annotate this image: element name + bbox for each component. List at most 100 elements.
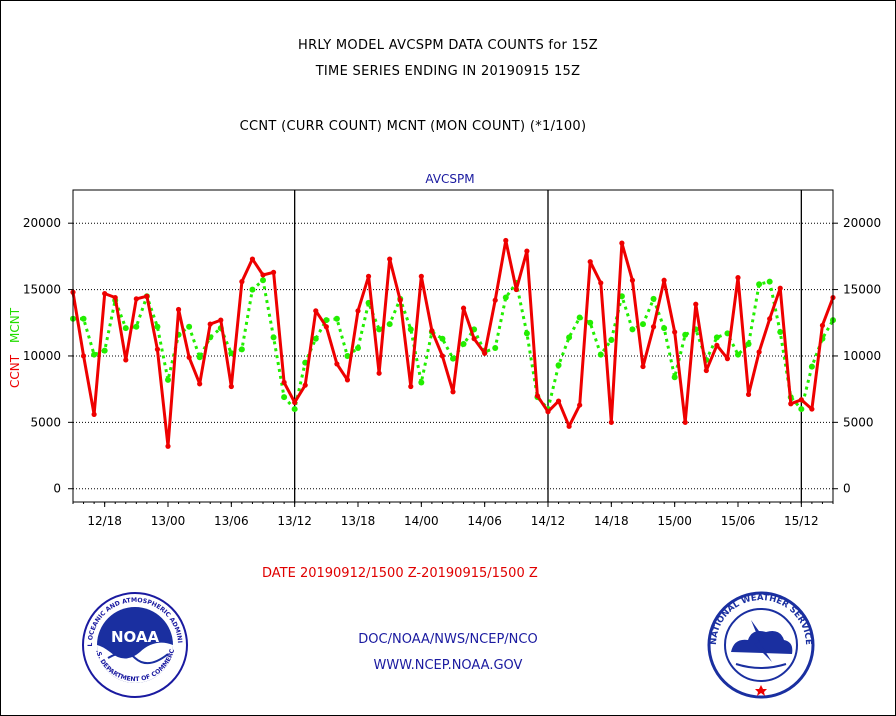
data-point-ccnt (239, 279, 245, 285)
data-point-ccnt (471, 336, 477, 342)
x-tick-label: 15/12 (784, 514, 819, 528)
noaa-logo-text: NOAA (111, 628, 160, 646)
data-point-mcnt (154, 323, 161, 330)
data-point-ccnt (661, 277, 667, 283)
x-tick-label: 15/06 (721, 514, 756, 528)
data-point-ccnt (439, 353, 446, 359)
data-point-mcnt (608, 337, 615, 344)
data-point-mcnt (671, 374, 678, 381)
data-point-ccnt (703, 367, 709, 374)
data-point-mcnt (101, 347, 108, 354)
chart-subtitle: CCNT (CURR COUNT) MCNT (MON COUNT) (*1/1… (239, 119, 587, 134)
data-point-ccnt (418, 273, 424, 279)
data-point-ccnt (672, 329, 678, 335)
data-point-mcnt (186, 323, 193, 330)
data-point-ccnt (228, 383, 234, 390)
data-point-mcnt (80, 315, 87, 322)
x-tick-label: 13/06 (214, 514, 249, 528)
data-point-mcnt (386, 321, 393, 328)
data-point-ccnt (207, 321, 213, 327)
data-point-mcnt (777, 329, 784, 336)
data-point-ccnt (819, 322, 826, 329)
data-point-ccnt (302, 382, 308, 388)
data-point-mcnt (502, 294, 509, 301)
data-point-ccnt (165, 443, 171, 449)
y-tick-label-right: 10000 (843, 349, 881, 363)
y-axis-label-ccnt: CCNT (8, 354, 22, 388)
y-tick-label-left: 20000 (23, 216, 61, 230)
x-tick-label: 12/18 (87, 514, 122, 528)
data-point-mcnt (122, 325, 129, 332)
data-point-ccnt (587, 259, 593, 265)
data-point-ccnt (788, 401, 794, 407)
data-point-ccnt (545, 409, 551, 415)
data-point-ccnt (724, 356, 731, 362)
data-point-ccnt (334, 361, 340, 367)
data-point-mcnt (629, 326, 636, 333)
x-tick-label: 15/00 (657, 514, 692, 528)
axes: 0 0 5000 5000 10000 10000 15000 15000 20000 20000… (23, 216, 881, 528)
data-point-mcnt (576, 314, 583, 321)
data-point-mcnt (724, 330, 731, 337)
data-point-ccnt (387, 256, 393, 262)
data-point-mcnt (650, 295, 657, 302)
data-point-ccnt (450, 389, 456, 395)
data-point-ccnt (102, 290, 108, 297)
data-point-ccnt (460, 305, 467, 311)
data-point-mcnt (407, 326, 414, 333)
data-point-mcnt (587, 319, 594, 326)
data-point-ccnt (503, 237, 509, 244)
data-point-ccnt (534, 393, 541, 399)
data-point-mcnt (312, 335, 319, 342)
data-point-ccnt (355, 308, 361, 314)
data-point-ccnt (809, 406, 815, 412)
x-tick-label: 13/12 (277, 514, 312, 528)
data-point-mcnt (260, 277, 266, 284)
data-point-ccnt (513, 286, 519, 293)
data-point-ccnt (144, 293, 150, 299)
data-point-ccnt (175, 306, 182, 313)
data-point-mcnt (460, 341, 467, 348)
y-tick-label-left: 15000 (23, 283, 61, 297)
data-point-mcnt (745, 341, 752, 348)
data-point-mcnt (439, 335, 446, 342)
data-point-ccnt (714, 342, 720, 348)
data-point-mcnt (133, 323, 140, 330)
data-point-ccnt (154, 346, 161, 352)
data-point-mcnt (91, 351, 98, 358)
data-point-mcnt (523, 330, 530, 337)
y-tick-label-left: 5000 (30, 415, 61, 429)
grid-lines (73, 190, 833, 502)
data-point-ccnt (735, 275, 741, 281)
x-tick-label: 13/18 (341, 514, 376, 528)
data-point-ccnt (344, 377, 351, 383)
y-tick-label-right: 20000 (843, 216, 881, 230)
plot-border (72, 189, 834, 503)
data-point-ccnt (323, 324, 329, 330)
y-tick-label-right: 15000 (843, 283, 881, 297)
website-link[interactable]: WWW.NCEP.NOAA.GOV (373, 658, 523, 673)
data-point-mcnt (661, 325, 668, 332)
data-point-ccnt (777, 285, 783, 291)
data-point-ccnt (682, 419, 688, 425)
data-point-mcnt (418, 379, 425, 386)
data-point-mcnt (566, 334, 573, 341)
data-point-mcnt (756, 281, 763, 288)
data-point-ccnt (767, 316, 773, 322)
data-point-mcnt (323, 317, 330, 324)
data-point-mcnt (735, 351, 741, 358)
data-point-mcnt (597, 351, 604, 358)
data-point-mcnt (196, 354, 203, 361)
data-point-ccnt (292, 399, 298, 406)
data-point-mcnt (238, 346, 245, 353)
data-point-mcnt (492, 344, 499, 351)
data-point-ccnt (577, 402, 583, 408)
y-tick-label-right: 0 (843, 482, 851, 496)
data-point-ccnt (249, 256, 256, 262)
data-point-ccnt (218, 317, 224, 323)
data-point-ccnt (91, 411, 97, 417)
data-point-ccnt (566, 423, 572, 429)
data-point-mcnt (450, 355, 456, 362)
data-point-mcnt (249, 286, 256, 293)
